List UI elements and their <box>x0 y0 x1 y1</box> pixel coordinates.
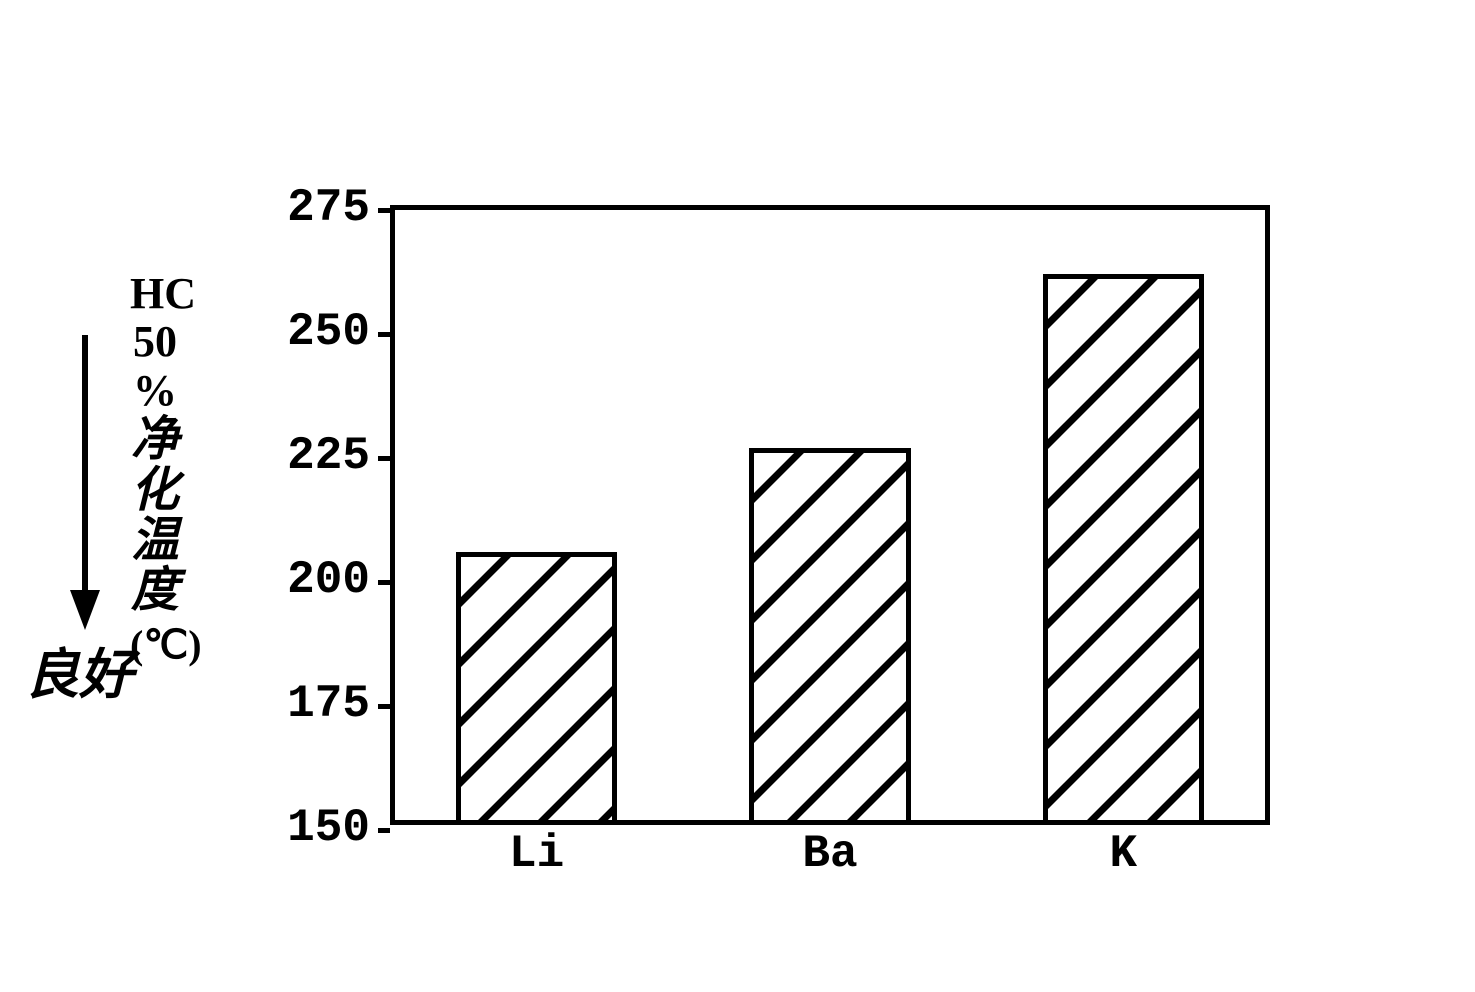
x-tick-label: Li <box>487 828 587 880</box>
y-tick <box>378 332 390 337</box>
x-tick-label: K <box>1073 828 1173 880</box>
y-label-percent: % <box>130 367 180 415</box>
y-tick <box>378 704 390 709</box>
y-tick <box>378 580 390 585</box>
direction-arrow <box>65 330 105 635</box>
bar-ba <box>749 448 910 820</box>
y-tick <box>378 208 390 213</box>
y-tick <box>378 456 390 461</box>
good-label: 良好 <box>25 630 133 709</box>
y-label-cjk-3: 温 <box>130 516 180 566</box>
y-tick <box>378 828 390 833</box>
y-tick-label: 250 <box>270 306 370 358</box>
chart-container: HC 50 % 净 化 温 度 (℃) 良好 15017520022525027… <box>100 50 1400 950</box>
y-tick-label: 200 <box>270 554 370 606</box>
y-axis-line <box>390 210 395 820</box>
y-tick-label: 150 <box>270 802 370 854</box>
y-label-50: 50 <box>130 318 180 366</box>
bar-li <box>456 552 617 820</box>
y-tick-label: 225 <box>270 430 370 482</box>
plot-area: 150175200225250275LiBaK <box>390 205 1270 825</box>
y-tick-label: 175 <box>270 678 370 730</box>
y-label-cjk-4: 度 <box>130 566 180 616</box>
y-tick-label: 275 <box>270 182 370 234</box>
y-label-cjk-1: 净 <box>130 415 180 465</box>
y-label-cjk-2: 化 <box>130 466 180 516</box>
y-label-unit: (℃) <box>130 623 180 667</box>
y-axis-label-group: HC 50 % 净 化 温 度 (℃) <box>130 270 280 667</box>
bar-k <box>1043 274 1204 820</box>
y-label-hc: HC <box>130 270 180 318</box>
x-tick-label: Ba <box>780 828 880 880</box>
